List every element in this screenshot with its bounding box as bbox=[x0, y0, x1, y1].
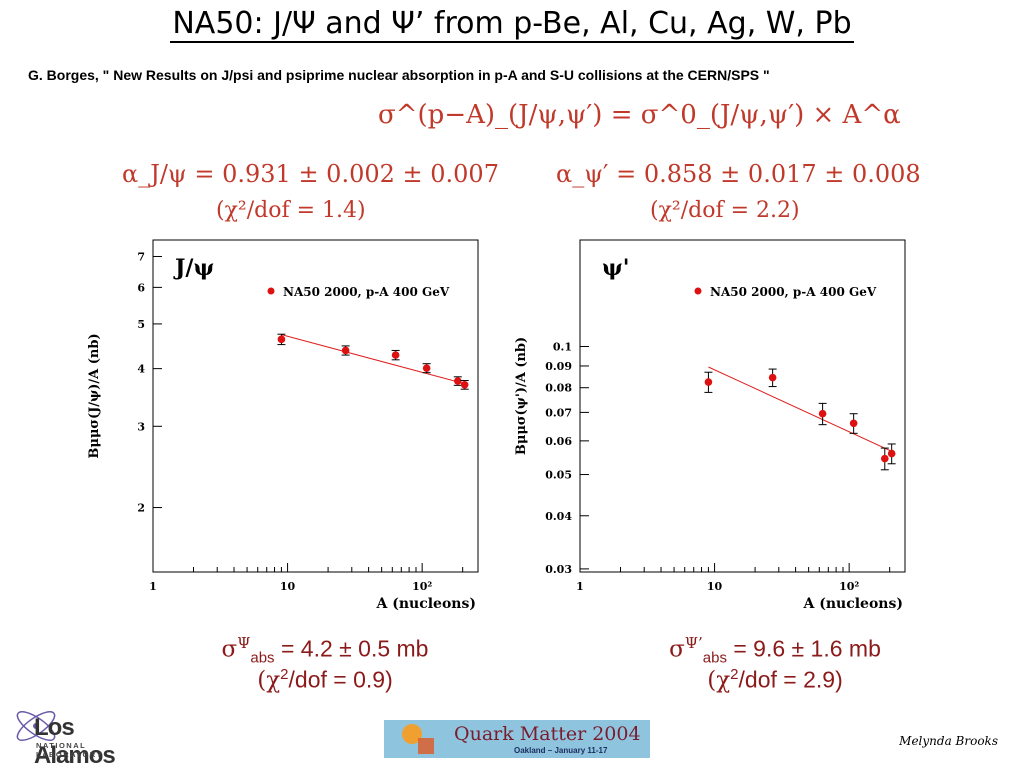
fit-line bbox=[281, 334, 465, 385]
y-tick-label: 0.07 bbox=[545, 406, 572, 419]
x-tick-label: 10² bbox=[412, 580, 432, 593]
y-tick-label: 4 bbox=[137, 363, 145, 376]
result-psip-chi-sup: 2 bbox=[730, 666, 739, 684]
reference-text: G. Borges, " New Results on J/psi and ps… bbox=[28, 67, 770, 83]
result-jpsi-sigma: σ bbox=[221, 636, 238, 663]
plot-label: J/ψ bbox=[173, 255, 214, 281]
quark-matter-title: Quark Matter 2004 bbox=[454, 723, 641, 745]
y-tick-label: 0.09 bbox=[545, 360, 572, 373]
alpha-psip: α_ψ′ = 0.858 ± 0.017 ± 0.008 bbox=[556, 160, 921, 188]
result-jpsi-chi-sup: 2 bbox=[280, 666, 289, 684]
alpha-psip-chi2: (χ²/dof = 2.2) bbox=[650, 198, 800, 223]
los-alamos-logo: Los Alamos NATIONAL LABORATORY bbox=[8, 700, 153, 769]
chart-jpsi: 1 10 10² 2 3 4 5 6 7 A (nucleons) Bμμσ(J/ψ)/A (nb)… bbox=[87, 239, 479, 612]
result-psip: σΨ’abs = 9.6 ± 1.6 mb (χ2/dof = 2.9) bbox=[620, 634, 930, 694]
result-jpsi-sub: abs bbox=[250, 649, 275, 667]
data-point bbox=[849, 419, 858, 428]
data-point bbox=[341, 346, 350, 355]
data-point bbox=[887, 449, 896, 458]
los-alamos-sub: NATIONAL LABORATORY bbox=[36, 741, 103, 759]
plot-frame bbox=[152, 239, 479, 573]
author-name: Melynda Brooks bbox=[899, 734, 998, 748]
data-point bbox=[768, 373, 777, 382]
x-tick-label: 10 bbox=[707, 580, 723, 593]
sun-icon bbox=[402, 724, 434, 754]
y-tick-label: 0.08 bbox=[545, 382, 572, 395]
result-jpsi: σΨabs = 4.2 ± 0.5 mb (χ2/dof = 0.9) bbox=[170, 634, 480, 694]
result-jpsi-value: = 4.2 ± 0.5 mb bbox=[274, 635, 429, 662]
x-tick-label: 10² bbox=[839, 580, 859, 593]
y-axis-label: Bμμσ(ψ')/A (nb) bbox=[514, 337, 529, 455]
alpha-jpsi-chi2: (χ²/dof = 1.4) bbox=[216, 198, 366, 223]
chart-psiprime: 1 10 10² 0.03 0.04 0.05 0.06 0.07 0.08 0.09 0.1 A (… bbox=[514, 239, 906, 612]
data-point bbox=[880, 454, 889, 463]
main-formula-text: σ^(p−A)_(J/ψ,ψ′) = σ^0_(J/ψ,ψ′) × A^α bbox=[378, 100, 901, 130]
y-tick-label: 0.03 bbox=[545, 563, 572, 576]
plot-label: ψ' bbox=[602, 255, 629, 281]
legend-label: NA50 2000, p-A 400 GeV bbox=[710, 285, 877, 299]
data-point bbox=[277, 335, 286, 344]
y-tick-label: 3 bbox=[137, 420, 145, 433]
result-psip-sub: abs bbox=[702, 649, 727, 667]
y-tick-label: 6 bbox=[137, 281, 145, 294]
result-psip-sup: Ψ’ bbox=[684, 634, 703, 652]
result-psip-chi-open: (χ bbox=[707, 667, 731, 694]
legend-marker bbox=[267, 287, 275, 295]
data-point bbox=[704, 378, 713, 386]
y-tick-label: 0.1 bbox=[553, 341, 572, 354]
data-point bbox=[422, 364, 431, 372]
los-alamos-name: Los Alamos bbox=[34, 714, 116, 769]
x-tick-label: 1 bbox=[576, 580, 584, 593]
result-jpsi-chi-open: (χ bbox=[257, 667, 281, 694]
y-tick-label: 5 bbox=[137, 318, 145, 331]
result-psip-value: = 9.6 ± 1.6 mb bbox=[726, 635, 881, 662]
y-axis-label: Bμμσ(J/ψ)/A (nb) bbox=[87, 333, 102, 458]
result-jpsi-chi-rest: /dof = 0.9) bbox=[288, 666, 393, 693]
atom-icon bbox=[16, 711, 56, 741]
result-psip-sigma: σ bbox=[669, 636, 685, 663]
quark-matter-sub: Oakland – January 11-17 bbox=[514, 746, 608, 755]
data-point bbox=[818, 409, 827, 418]
quark-matter-logo: Quark Matter 2004 Oakland – January 11-1… bbox=[384, 720, 650, 758]
legend-label: NA50 2000, p-A 400 GeV bbox=[283, 285, 450, 299]
y-tick-label: 0.05 bbox=[545, 469, 572, 482]
legend-marker bbox=[694, 287, 702, 295]
y-tick-label: 2 bbox=[137, 502, 145, 515]
fit-line bbox=[708, 366, 892, 452]
slide-title: NA50: J/Ψ and Ψ’ from p-Be, Al, Cu, Ag, … bbox=[170, 6, 854, 43]
x-axis-label: A (nucleons) bbox=[803, 596, 904, 612]
x-axis-label: A (nucleons) bbox=[376, 596, 477, 612]
data-point bbox=[453, 377, 462, 385]
data-point bbox=[460, 381, 469, 389]
y-tick-label: 0.04 bbox=[545, 510, 572, 523]
data-point bbox=[391, 351, 400, 359]
main-formula: σ^(p−A)_(J/ψ,ψ′) = σ^0_(J/ψ,ψ′) × A^α bbox=[378, 100, 901, 130]
result-jpsi-sup: Ψ bbox=[237, 634, 251, 652]
x-tick-label: 1 bbox=[149, 580, 157, 593]
x-tick-label: 10 bbox=[280, 580, 296, 593]
result-psip-chi-rest: /dof = 2.9) bbox=[738, 666, 843, 693]
y-tick-label: 7 bbox=[137, 250, 145, 263]
alpha-jpsi: α_J/ψ = 0.931 ± 0.002 ± 0.007 bbox=[122, 160, 499, 188]
y-tick-label: 0.06 bbox=[545, 435, 572, 448]
plot-frame bbox=[579, 239, 906, 573]
